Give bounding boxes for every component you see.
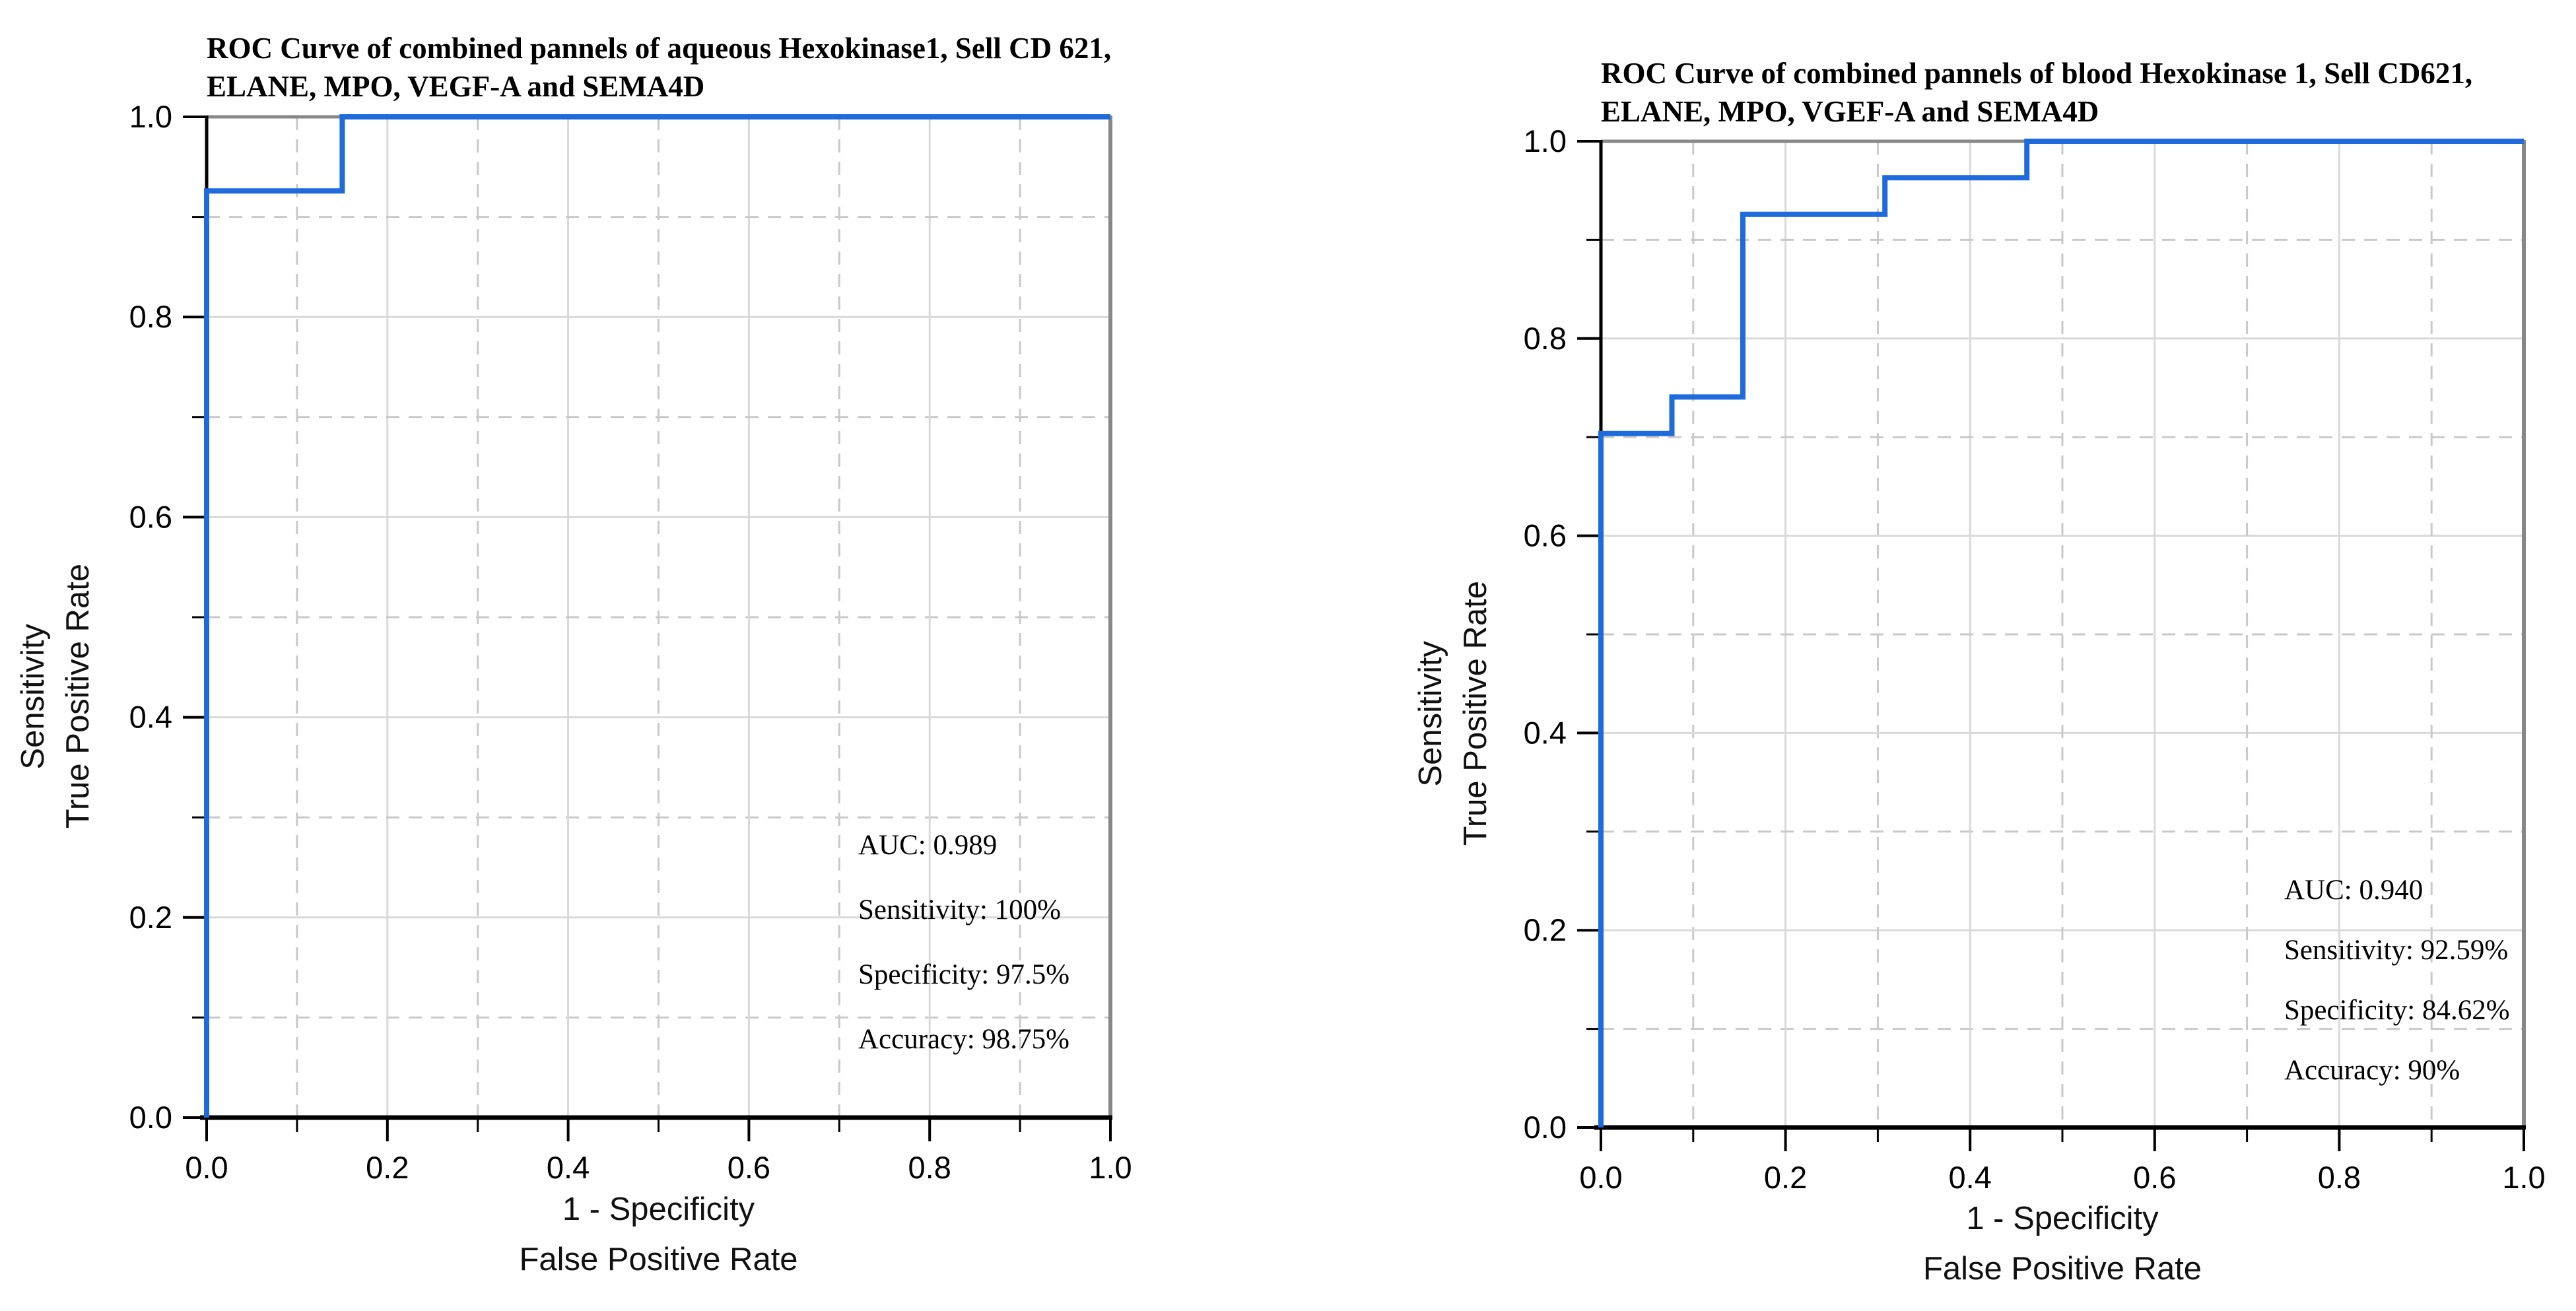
roc-curve	[204, 114, 1110, 1118]
y-tick-label: 0.4	[129, 700, 172, 735]
x-axis-title: 1 - Specificity False Positive Rate	[1601, 1193, 2524, 1294]
x-tick-label: 0.0	[185, 1150, 228, 1185]
y-tick-label: 0.6	[129, 499, 172, 534]
specificity-annotation: Specificity: 97.5%	[858, 959, 1070, 990]
y-tick-label: 0.8	[129, 299, 172, 334]
y-axis-title-line1: Sensitivity	[1413, 640, 1448, 787]
x-tick-label: 0.4	[1949, 1160, 1992, 1195]
y-axis-title-line2: True Positive Rate	[1458, 581, 1493, 846]
x-axis-title-line1: 1 - Specificity	[562, 1192, 755, 1227]
x-tick-label: 0.2	[366, 1150, 409, 1185]
sensitivity-annotation: Sensitivity: 100%	[858, 894, 1061, 925]
chart-title-line1: ROC Curve of combined pannels of aqueous…	[207, 32, 1112, 65]
y-axis-title-line2: True Positive Rate	[60, 564, 96, 829]
chart-title: ROC Curve of combined pannels of blood H…	[1601, 54, 2472, 131]
y-tick-label: 0.2	[129, 900, 172, 935]
y-tick-label: 1.0	[1524, 123, 1567, 158]
sensitivity-annotation: Sensitivity: 92.59%	[2284, 935, 2509, 966]
chart-title-line1: ROC Curve of combined pannels of blood H…	[1601, 57, 2473, 90]
roc-chart-blood-panel: 0.0 0.2 0.4 0.6 0.8 1.0 0.0 0.2 0.4 0.6 0.8 1.0 ROC…	[1288, 0, 2576, 1311]
metrics-annotation-block: AUC: 0.940 Sensitivity: 92.59% Specifici…	[2284, 874, 2510, 1114]
x-tick-label: 0.0	[1579, 1160, 1622, 1195]
x-tick-label: 0.4	[547, 1150, 590, 1185]
roc-plot-blood: 0.0 0.2 0.4 0.6 0.8 1.0 0.0 0.2 0.4 0.6 0.8 1.0	[1524, 123, 2546, 1195]
auc-annotation: AUC: 0.989	[858, 830, 998, 861]
y-axis-title: Sensitivity True Positive Rate	[15, 196, 96, 1197]
metrics-annotation-block: AUC: 0.989 Sensitivity: 100% Specificity…	[858, 829, 1069, 1088]
y-axis-title-line1: Sensitivity	[15, 623, 51, 770]
x-tick-label: 0.2	[1764, 1160, 1807, 1195]
x-tick-label: 1.0	[1089, 1150, 1132, 1185]
y-tick-label: 0.0	[129, 1100, 172, 1135]
x-tick-label: 0.8	[908, 1150, 951, 1185]
x-tick-label: 1.0	[2502, 1160, 2545, 1195]
x-tick-label: 0.8	[2318, 1160, 2361, 1195]
y-tick-label: 0.6	[1524, 518, 1567, 553]
roc-plot-aqueous: 0.0 0.2 0.4 0.6 0.8 1.0 0.0 0.2 0.4 0.6 0.8 1.0	[129, 99, 1132, 1185]
roc-curve	[1598, 139, 2524, 1127]
y-tick-label: 0.0	[1524, 1110, 1567, 1145]
chart-title: ROC Curve of combined pannels of aqueous…	[207, 29, 1111, 106]
x-tick-label: 0.6	[728, 1150, 770, 1185]
auc-annotation: AUC: 0.940	[2284, 875, 2423, 906]
y-tick-label: 1.0	[129, 99, 172, 134]
specificity-annotation: Specificity: 84.62%	[2284, 995, 2510, 1026]
x-axis-title: 1 - Specificity False Positive Rate	[207, 1184, 1110, 1285]
chart-title-line2: ELANE, MPO, VEGF-A and SEMA4D	[207, 70, 705, 103]
accuracy-annotation: Accuracy: 90%	[2284, 1055, 2460, 1086]
y-tick-label: 0.2	[1524, 912, 1567, 947]
y-axis-title: Sensitivity True Positive Rate	[1413, 220, 1493, 1207]
x-axis-title-line2: False Positive Rate	[519, 1242, 798, 1277]
chart-title-line2: ELANE, MPO, VGEF-A and SEMA4D	[1601, 95, 2099, 128]
accuracy-annotation: Accuracy: 98.75%	[858, 1024, 1069, 1055]
x-axis-title-line2: False Positive Rate	[1922, 1251, 2202, 1287]
x-axis-title-line1: 1 - Specificity	[1966, 1201, 2159, 1236]
y-tick-label: 0.8	[1524, 321, 1567, 356]
roc-chart-aqueous-panel: 0.0 0.2 0.4 0.6 0.8 1.0 0.0 0.2 0.4 0.6 0.8 1.0 ROC…	[15, 29, 1132, 1285]
y-tick-label: 0.4	[1524, 715, 1567, 750]
x-tick-label: 0.6	[2133, 1160, 2176, 1195]
